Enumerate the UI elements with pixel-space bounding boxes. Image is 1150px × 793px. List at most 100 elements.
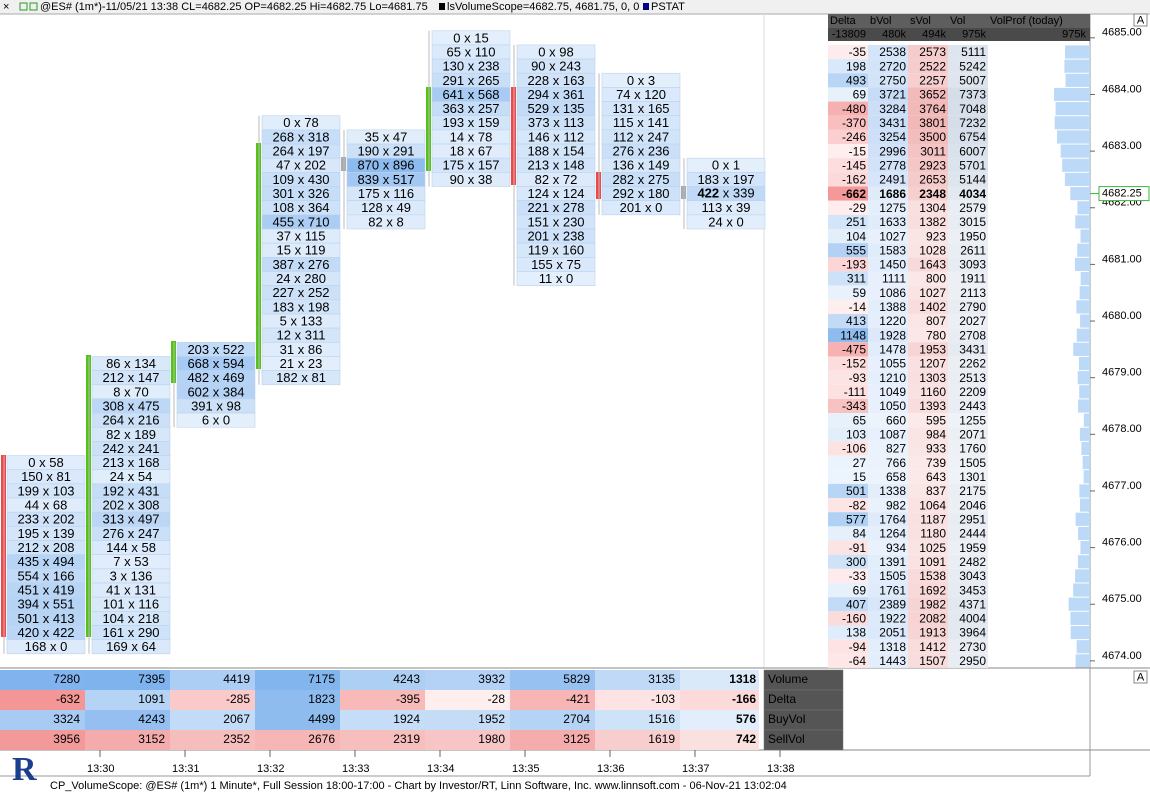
- footprint-cell: [176, 412, 256, 428]
- profile-cell: [868, 144, 908, 159]
- profile-value: 2708: [959, 328, 986, 342]
- footprint-text: 182 x 81: [276, 370, 326, 385]
- profile-value: 1505: [959, 456, 986, 470]
- profile-cell: [868, 597, 908, 612]
- summary-value: 2067: [223, 712, 250, 726]
- summary-cell: [510, 710, 595, 730]
- profile-cell: [828, 200, 868, 215]
- autoscale-button[interactable]: [1133, 670, 1148, 684]
- summary-value: 2319: [393, 732, 420, 746]
- time-label: 13:32: [257, 763, 285, 775]
- footprint-text: 313 x 497: [102, 512, 159, 527]
- summary-value: -103: [651, 692, 675, 706]
- volume-profile-bar: [1077, 201, 1090, 215]
- volume-profile-bar: [1080, 498, 1090, 512]
- profile-cell: [828, 356, 868, 371]
- profile-value: 2082: [919, 612, 946, 626]
- profile-cell: [948, 243, 988, 258]
- time-label: 13:35: [512, 763, 540, 775]
- profile-value: 1911: [960, 272, 986, 286]
- footprint-text: 175 x 157: [442, 158, 499, 173]
- profile-value: 311: [847, 272, 866, 286]
- autoscale-button[interactable]: [1133, 13, 1148, 27]
- profile-cell: [828, 554, 868, 569]
- profile-value: 2491: [879, 173, 906, 187]
- profile-cell: [948, 370, 988, 385]
- row-label: Delta: [768, 692, 796, 706]
- profile-cell: [948, 625, 988, 640]
- profile-cell: [948, 583, 988, 598]
- profile-cell: [828, 328, 868, 343]
- time-label: 13:31: [172, 763, 200, 775]
- logo: R: [12, 751, 37, 788]
- profile-cell: [948, 158, 988, 173]
- icon[interactable]: [29, 2, 38, 11]
- price-label: 4678.00: [1102, 423, 1142, 435]
- profile-cell: [828, 653, 868, 668]
- summary-cell: [255, 690, 340, 710]
- profile-value: 69: [853, 583, 867, 597]
- profile-cell: [868, 214, 908, 229]
- summary-cell: [680, 730, 759, 750]
- volume-profile-bar: [1054, 116, 1090, 130]
- profile-cell: [948, 455, 988, 470]
- profile-cell: [828, 512, 868, 527]
- profile-cell: [868, 243, 908, 258]
- profile-cell: [908, 342, 948, 357]
- profile-cell: [948, 483, 988, 499]
- price-label: 4685.00: [1102, 27, 1142, 39]
- footprint-text: 183 x 197: [697, 172, 754, 187]
- profile-cell: [908, 59, 948, 74]
- profile-value: 3093: [959, 258, 986, 272]
- profile-cell: [828, 625, 868, 640]
- autoscale-label[interactable]: A: [1137, 671, 1145, 683]
- profile-cell: [948, 73, 988, 88]
- summary-value: 7280: [53, 672, 80, 686]
- profile-value: -35: [849, 45, 867, 59]
- profile-value: 800: [926, 272, 946, 286]
- profile-value: 1583: [879, 243, 906, 257]
- profile-cell: [908, 568, 948, 583]
- autoscale-label[interactable]: A: [1137, 14, 1145, 26]
- footprint-cell: [431, 172, 511, 187]
- summary-cell: [340, 690, 425, 710]
- profile-value: 1538: [919, 569, 946, 583]
- profile-cell: [948, 328, 988, 343]
- icon[interactable]: [19, 2, 28, 11]
- title-bar: [0, 0, 1150, 14]
- profile-cell: [868, 285, 908, 300]
- price-label: 4681.00: [1102, 253, 1142, 265]
- profile-value: 1055: [879, 357, 906, 371]
- footprint-text: 14 x 78: [450, 129, 493, 144]
- profile-cell: [948, 653, 988, 668]
- price-label: 4683.00: [1102, 140, 1142, 152]
- profile-cell: [908, 639, 948, 654]
- profile-cell: [948, 44, 988, 60]
- profile-cell: [908, 158, 948, 173]
- profile-cell: [868, 413, 908, 428]
- legend-swatch: [439, 3, 445, 10]
- volume-profile-bar: [1081, 441, 1090, 456]
- footprint-text: 641 x 568: [442, 87, 499, 102]
- profile-cell: [868, 540, 908, 555]
- volume-profile-bar: [1062, 158, 1090, 172]
- profile-value: 4004: [959, 612, 986, 626]
- close-icon[interactable]: ×: [3, 1, 9, 13]
- profile-value: 7373: [959, 88, 986, 102]
- profile-value: 658: [886, 470, 906, 484]
- profile-cell: [868, 526, 908, 541]
- volume-profile-bar: [1075, 512, 1090, 526]
- volume-profile-bar: [1083, 413, 1090, 427]
- footprint-text: 11 x 0: [539, 271, 573, 286]
- footprint-text: 264 x 197: [272, 144, 329, 159]
- footprint-text: 0 x 58: [28, 455, 63, 470]
- profile-cell: [908, 73, 948, 88]
- profile-cell: [908, 186, 948, 201]
- summary-cell: [0, 690, 85, 710]
- summary-value: 3152: [138, 732, 165, 746]
- footprint-text: 119 x 160: [528, 243, 584, 258]
- volume-profile-bar: [1073, 583, 1090, 597]
- profile-value: 1450: [879, 258, 906, 272]
- profile-cell: [868, 342, 908, 357]
- profile-cell: [828, 271, 868, 286]
